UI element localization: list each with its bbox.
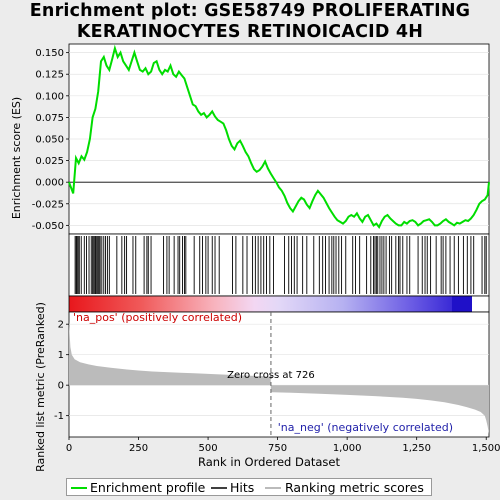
legend-label-hits: Hits xyxy=(230,480,254,495)
chart-title-line-2: KERATINOCYTES RETINOICACID 4H xyxy=(76,22,424,42)
enrichment-profile-line xyxy=(68,44,490,230)
enrichment-y-tick-label: 0.150 xyxy=(35,48,64,59)
ranked-y-axis-label: Ranked list metric (PreRanked) xyxy=(34,302,47,472)
x-tick-label: 750 xyxy=(268,443,287,454)
x-tick-label: 250 xyxy=(129,443,148,454)
enrichment-y-tick-label: 0.100 xyxy=(35,91,64,102)
x-tick-label: 1,000 xyxy=(333,443,362,454)
enrichment-y-tick-label: 0.025 xyxy=(35,156,64,167)
x-tick-label: 1,500 xyxy=(472,443,500,454)
ranked-y-ticks: -1 0 1 2 xyxy=(54,320,69,422)
enrichment-y-axis-label: Enrichment score (ES) xyxy=(10,97,23,219)
legend-items: Enrichment profile Hits Ranking metric s… xyxy=(71,480,424,495)
plot-area: -0.050 -0.025 0.000 0.025 0.050 0.075 0.100 0.1… xyxy=(10,43,500,472)
ranked-heat-bar xyxy=(69,296,472,312)
hit-markers xyxy=(74,236,487,294)
enrichment-y-tick-label: 0.000 xyxy=(35,178,64,189)
x-tick-label: 500 xyxy=(199,443,218,454)
enrichment-y-tick-label: 0.125 xyxy=(35,70,64,81)
legend: Enrichment profile Hits Ranking metric s… xyxy=(66,478,432,496)
ranked-y-tick-label: 2 xyxy=(58,320,64,331)
negative-correlation-label: 'na_neg' (negatively correlated) xyxy=(278,421,453,434)
legend-label-ranking-metric-scores: Ranking metric scores xyxy=(285,480,424,495)
ranked-y-tick-label: 0 xyxy=(58,381,64,392)
enrichment-y-tick-label: -0.025 xyxy=(32,199,64,210)
x-tick-label: 0 xyxy=(66,443,72,454)
zero-cross-label: Zero cross at 726 xyxy=(227,370,315,381)
chart-title: Enrichment plot: GSE58749 PROLIFERATING … xyxy=(0,1,500,43)
enrichment-y-tick-label: 0.075 xyxy=(35,113,64,124)
enrichment-y-tick-label: 0.050 xyxy=(35,135,64,146)
ranked-y-tick-label: -1 xyxy=(54,411,64,422)
x-axis-label: Rank in Ordered Dataset xyxy=(198,455,341,469)
x-tick-label: 1,250 xyxy=(402,443,431,454)
legend-label-enrichment-profile: Enrichment profile xyxy=(90,480,206,495)
ranked-heat-bar-gap xyxy=(472,296,489,312)
chart-title-line-1: Enrichment plot: GSE58749 PROLIFERATING xyxy=(29,1,471,21)
hits-panel-frame xyxy=(68,233,490,297)
ranking-metric-area xyxy=(69,321,489,434)
positive-correlation-label: 'na_pos' (positively correlated) xyxy=(73,311,242,324)
enrichment-y-ticks: -0.050 -0.025 0.000 0.025 0.050 0.075 0.100 0.1… xyxy=(32,48,69,232)
ranked-heat-bar-end xyxy=(452,296,472,312)
ranked-y-tick-label: 1 xyxy=(58,350,64,361)
ranked-x-ticks: 0 250 500 750 1,000 1,250 1,500 xyxy=(66,437,500,454)
enrichment-y-tick-label: -0.050 xyxy=(32,221,64,232)
